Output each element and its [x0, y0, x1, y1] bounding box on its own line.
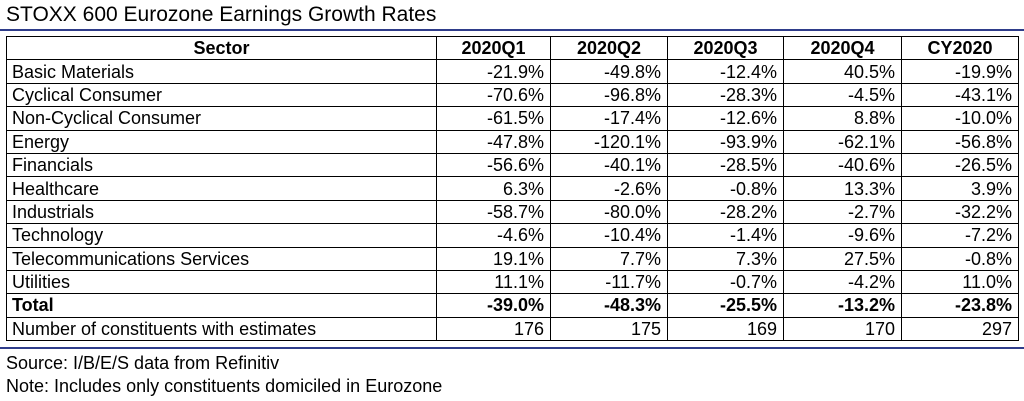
value-cell: -56.6%: [436, 152, 551, 178]
sector-name: Cyclical Consumer: [6, 82, 437, 108]
table-row: Technology -4.6% -10.4% -1.4% -9.6% -7.2…: [6, 223, 1019, 248]
value-cell: -19.9%: [901, 59, 1019, 84]
constituents-count: 169: [667, 316, 784, 342]
header-2020q2: 2020Q2: [550, 35, 668, 61]
value-cell: -9.6%: [783, 223, 902, 248]
total-value-cell: -39.0%: [436, 293, 551, 318]
footnote: Note: Includes only constituents domicil…: [6, 376, 443, 396]
value-cell: -1.4%: [667, 223, 784, 248]
value-cell: -28.5%: [667, 152, 784, 178]
value-cell: -58.7%: [436, 199, 551, 225]
value-cell: -80.0%: [550, 199, 668, 225]
value-cell: -2.7%: [783, 199, 902, 225]
table-row: Energy -47.8% -120.1% -93.9% -62.1% -56.…: [6, 129, 1019, 154]
header-sector: Sector: [6, 35, 437, 61]
value-cell: -96.8%: [550, 82, 668, 108]
total-value-cell: -13.2%: [783, 293, 902, 318]
value-cell: 6.3%: [436, 176, 551, 201]
value-cell: -49.8%: [550, 59, 668, 84]
constituents-count: 176: [436, 316, 551, 342]
value-cell: -7.2%: [901, 223, 1019, 248]
sector-name: Healthcare: [6, 176, 437, 201]
value-cell: -28.3%: [667, 82, 784, 108]
header-cy2020: CY2020: [901, 35, 1019, 61]
value-cell: -43.1%: [901, 82, 1019, 108]
value-cell: -32.2%: [901, 199, 1019, 225]
value-cell: -21.9%: [436, 59, 551, 84]
table-row: Telecommunications Services 19.1% 7.7% 7…: [6, 246, 1019, 271]
table-row: Healthcare 6.3% -2.6% -0.8% 13.3% 3.9%: [6, 176, 1019, 201]
total-value-cell: -23.8%: [901, 293, 1019, 318]
value-cell: 11.1%: [436, 269, 551, 295]
page-title: STOXX 600 Eurozone Earnings Growth Rates: [6, 3, 437, 26]
value-cell: -4.5%: [783, 82, 902, 108]
value-cell: -61.5%: [436, 106, 551, 131]
total-row: Total -39.0% -48.3% -25.5% -13.2% -23.8%: [6, 293, 1019, 318]
total-label: Total: [6, 293, 437, 318]
value-cell: -40.1%: [550, 152, 668, 178]
header-2020q4: 2020Q4: [783, 35, 902, 61]
table-row: Financials -56.6% -40.1% -28.5% -40.6% -…: [6, 152, 1019, 178]
value-cell: -10.4%: [550, 223, 668, 248]
table-row: Cyclical Consumer -70.6% -96.8% -28.3% -…: [6, 82, 1019, 108]
value-cell: -56.8%: [901, 129, 1019, 154]
sector-name: Basic Materials: [6, 59, 437, 84]
value-cell: -93.9%: [667, 129, 784, 154]
constituents-count: 170: [783, 316, 902, 342]
constituents-count: 175: [550, 316, 668, 342]
sector-name: Non-Cyclical Consumer: [6, 106, 437, 131]
value-cell: -0.7%: [667, 269, 784, 295]
table-row: Industrials -58.7% -80.0% -28.2% -2.7% -…: [6, 199, 1019, 225]
value-cell: -11.7%: [550, 269, 668, 295]
value-cell: -0.8%: [667, 176, 784, 201]
value-cell: -62.1%: [783, 129, 902, 154]
sector-name: Telecommunications Services: [6, 246, 437, 271]
footer-rule: [0, 347, 1024, 349]
value-cell: 8.8%: [783, 106, 902, 131]
table-row: Non-Cyclical Consumer -61.5% -17.4% -12.…: [6, 106, 1019, 131]
value-cell: 27.5%: [783, 246, 902, 271]
value-cell: -10.0%: [901, 106, 1019, 131]
header-2020q1: 2020Q1: [436, 35, 551, 61]
source-note: Source: I/B/E/S data from Refinitiv: [6, 353, 280, 373]
total-value-cell: -48.3%: [550, 293, 668, 318]
sector-name: Energy: [6, 129, 437, 154]
value-cell: 19.1%: [436, 246, 551, 271]
value-cell: -26.5%: [901, 152, 1019, 178]
sector-name: Financials: [6, 152, 437, 178]
value-cell: -12.6%: [667, 106, 784, 131]
value-cell: 3.9%: [901, 176, 1019, 201]
sector-name: Technology: [6, 223, 437, 248]
constituents-count: 297: [901, 316, 1019, 342]
header-2020q3: 2020Q3: [667, 35, 784, 61]
value-cell: -120.1%: [550, 129, 668, 154]
value-cell: -40.6%: [783, 152, 902, 178]
sector-name: Industrials: [6, 199, 437, 225]
value-cell: 40.5%: [783, 59, 902, 84]
value-cell: -4.2%: [783, 269, 902, 295]
value-cell: 7.3%: [667, 246, 784, 271]
value-cell: 13.3%: [783, 176, 902, 201]
value-cell: -47.8%: [436, 129, 551, 154]
value-cell: -4.6%: [436, 223, 551, 248]
constituents-label: Number of constituents with estimates: [6, 316, 437, 342]
value-cell: 7.7%: [550, 246, 668, 271]
value-cell: -0.8%: [901, 246, 1019, 271]
table-row: Basic Materials -21.9% -49.8% -12.4% 40.…: [6, 59, 1019, 84]
table-row: Utilities 11.1% -11.7% -0.7% -4.2% 11.0%: [6, 269, 1019, 295]
value-cell: 11.0%: [901, 269, 1019, 295]
sector-name: Utilities: [6, 269, 437, 295]
title-rule: [0, 29, 1024, 31]
header-row: Sector 2020Q1 2020Q2 2020Q3 2020Q4 CY202…: [6, 35, 1019, 61]
value-cell: -2.6%: [550, 176, 668, 201]
value-cell: -28.2%: [667, 199, 784, 225]
constituents-row: Number of constituents with estimates 17…: [6, 316, 1019, 342]
total-value-cell: -25.5%: [667, 293, 784, 318]
value-cell: -12.4%: [667, 59, 784, 84]
earnings-table: Sector 2020Q1 2020Q2 2020Q3 2020Q4 CY202…: [6, 35, 1019, 342]
value-cell: -70.6%: [436, 82, 551, 108]
value-cell: -17.4%: [550, 106, 668, 131]
